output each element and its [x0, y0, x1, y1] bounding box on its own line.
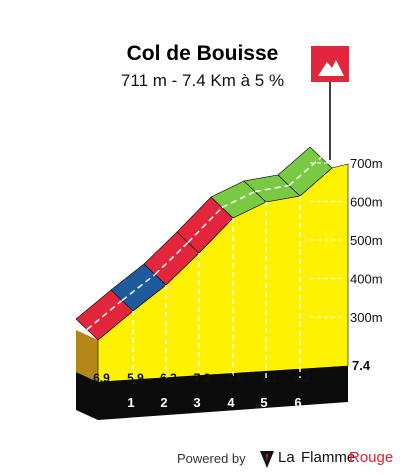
km-label: 5	[260, 395, 267, 410]
band-centerline	[154, 241, 189, 276]
flame-logo-icon	[260, 451, 274, 468]
km-label: 3	[193, 395, 200, 410]
brand-la: La	[278, 449, 295, 466]
gradient-label: 5.9	[127, 371, 144, 385]
gradient-label: 4.2	[294, 371, 311, 385]
altitude-label: 700m	[350, 156, 383, 171]
gradient-label: 1.1	[261, 371, 278, 385]
km-label: 1	[127, 395, 134, 410]
gradient-labels: 6.9 5.9 6.3 7.2 3.6 1.1 4.2	[93, 371, 311, 385]
chart-title: Col de Bouisse	[126, 42, 279, 65]
km-dividers	[132, 196, 301, 378]
km-labels: 1 2 3 4 5 6 7.4	[127, 358, 370, 410]
km-label: 2	[160, 395, 167, 410]
profile-side	[76, 330, 98, 382]
gradient-label: 7.2	[194, 371, 211, 385]
brand-rouge: Rouge	[349, 449, 394, 466]
powered-by-text: Powered by	[177, 451, 246, 466]
band-centerline	[221, 190, 256, 209]
km-label: 6	[294, 395, 301, 410]
total-distance-label: 7.4	[352, 358, 371, 373]
altitude-label: 600m	[350, 195, 383, 210]
band-centerline	[86, 299, 123, 331]
altitude-label: 500m	[350, 233, 383, 248]
gradient-label: 3.6	[227, 371, 244, 385]
altitude-label: 400m	[350, 272, 383, 287]
band-centerline	[121, 273, 156, 302]
gradient-label: 6.3	[160, 371, 177, 385]
chart-subtitle: 711 m - 7.4 Km à 5 %	[120, 71, 285, 90]
band-centerline	[254, 184, 290, 193]
ground-side	[76, 372, 98, 420]
footer: Powered by La Flamme Rouge	[0, 448, 405, 470]
brand-flamme: Flamme	[301, 449, 356, 466]
km-label: 4	[227, 395, 235, 410]
band-centerline	[288, 156, 322, 187]
gradient-label: 6.9	[93, 371, 110, 385]
altitude-labels: 700m 600m 500m 400m 300m	[310, 156, 383, 325]
altitude-label: 300m	[350, 310, 383, 325]
gradient-band	[75, 146, 333, 341]
band-centerline	[187, 206, 223, 244]
summit-flag-icon	[311, 46, 349, 160]
